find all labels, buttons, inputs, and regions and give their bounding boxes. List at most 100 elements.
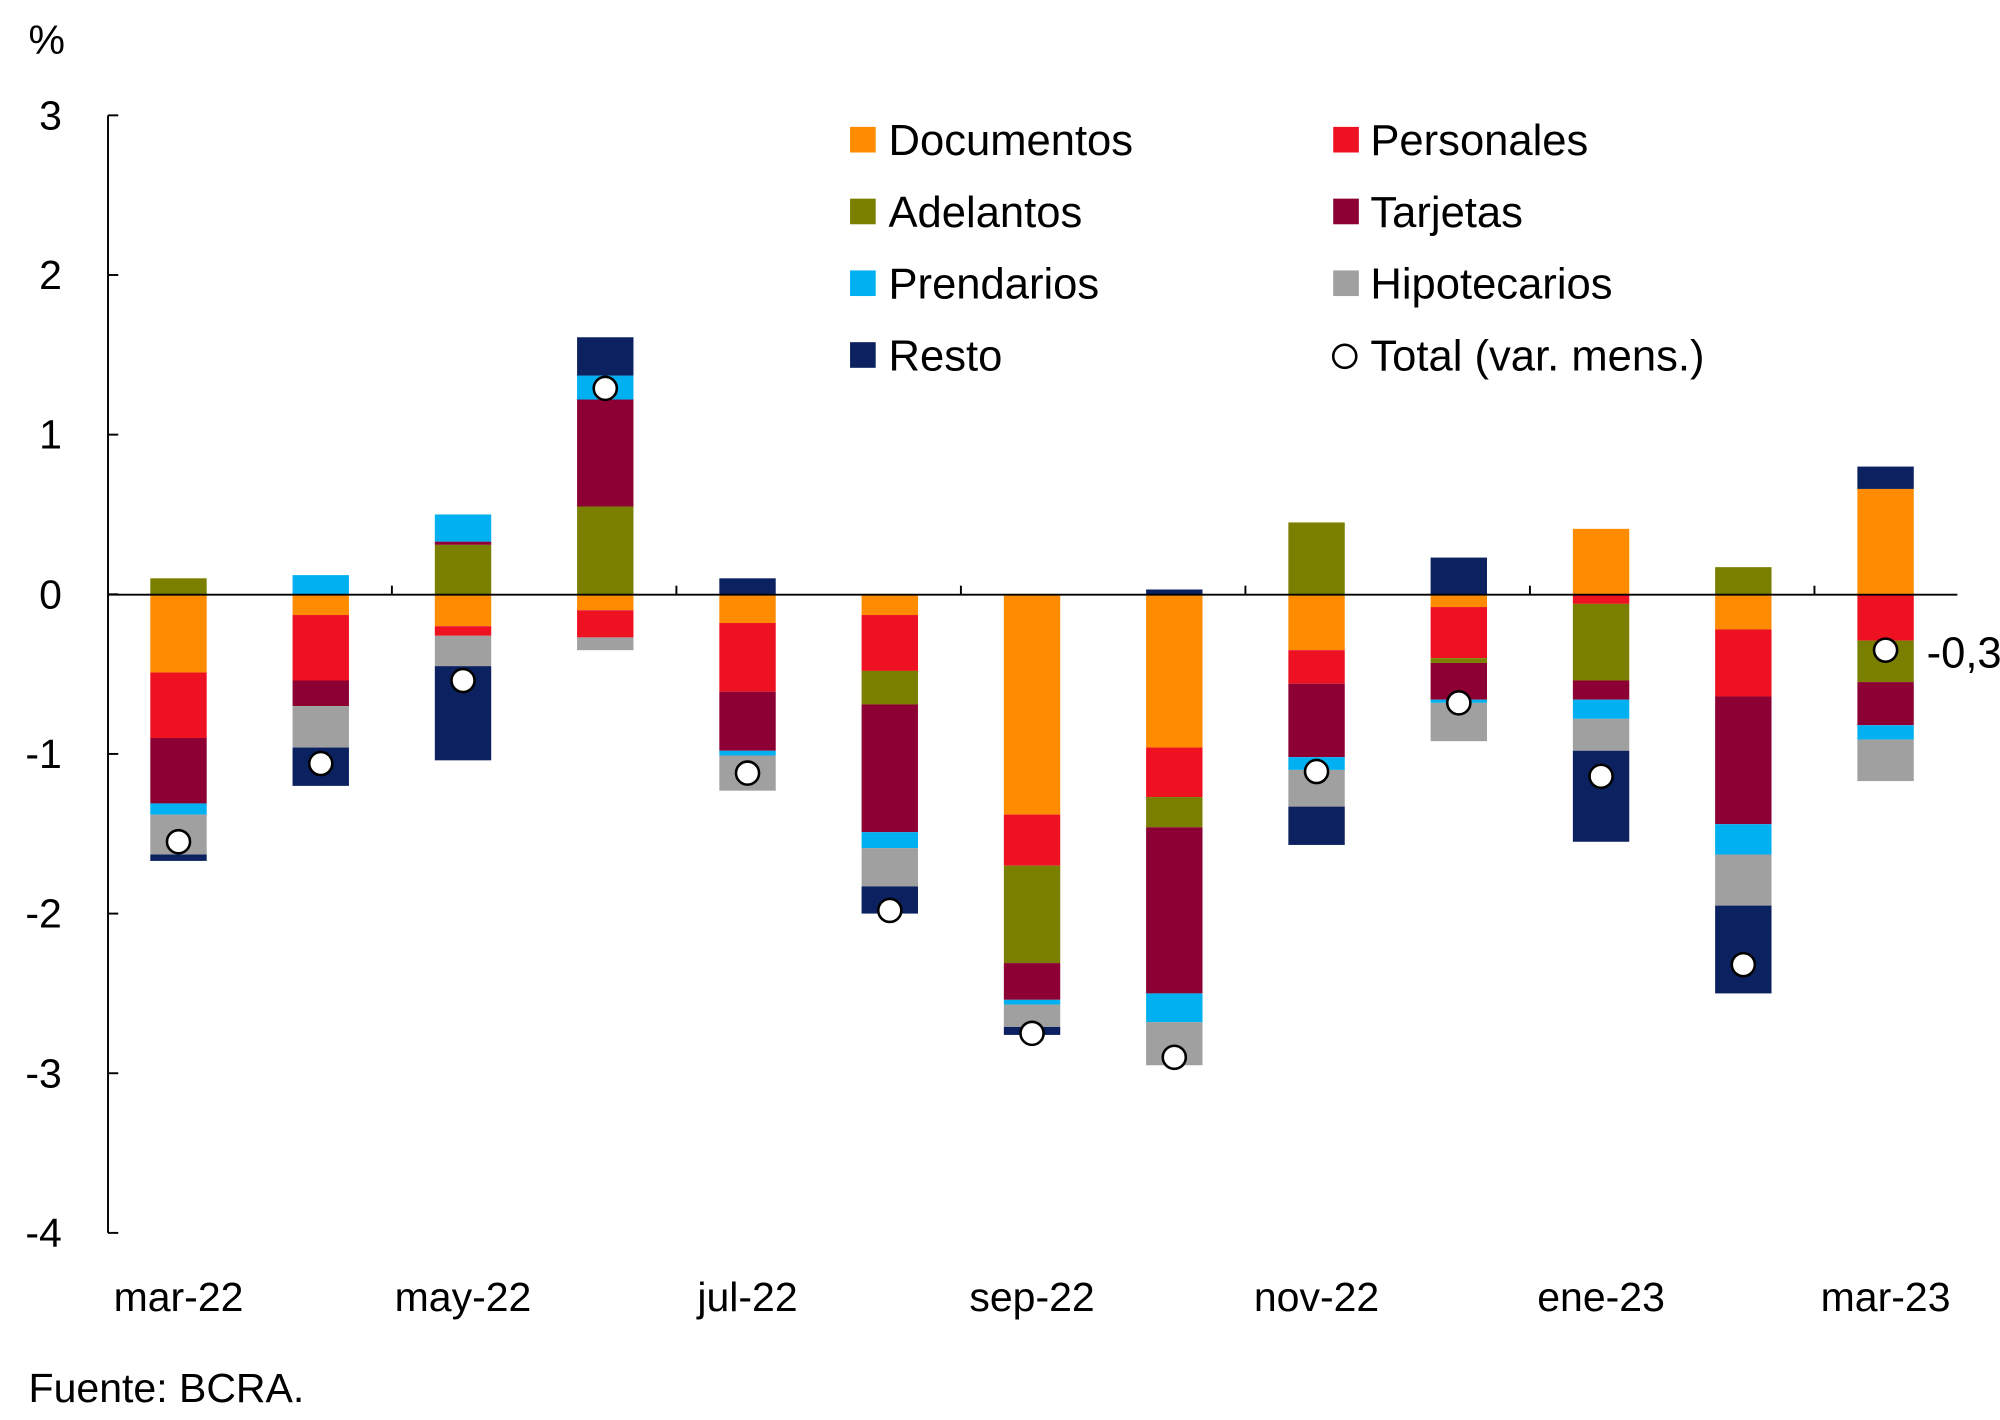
bar-resto-feb-23 [1715,905,1772,994]
legend: Documentos Personales Adelantos Tarjetas… [850,117,1704,380]
bar-adelantos-dic-22 [1430,658,1488,663]
bar-resto-mar-23 [1857,466,1914,489]
bar-hipotecarios-sep-22 [1003,1004,1061,1027]
bar-tarjetas-nov-22 [1288,683,1345,758]
bar-tarjetas-ene-23 [1572,680,1630,700]
bar-resto-jun-22 [577,337,634,376]
total-point-nov-22 [1303,758,1330,785]
x-tick-label: jul-22 [696,1274,797,1320]
bar-hipotecarios-abr-22 [292,706,349,748]
bar-personales-ene-23 [1572,594,1630,604]
bar-personales-nov-22 [1288,650,1345,684]
total-point-dic-22 [1445,690,1472,716]
bar-documentos-mar-22 [150,594,207,673]
bar-prendarios-mar-22 [150,803,207,815]
bar-resto-dic-22 [1430,557,1488,595]
bar-prendarios-ago-22 [861,832,918,849]
bar-personales-jul-22 [719,623,776,692]
bar-documentos-ene-23 [1572,528,1630,595]
bar-documentos-jun-22 [577,594,634,611]
legend-swatch-resto [850,342,876,368]
bar-personales-mar-23 [1857,594,1914,641]
legend-swatch-documentos [850,126,876,153]
total-point-ene-23 [1588,763,1614,790]
bar-adelantos-mar-22 [150,578,207,595]
bar-documentos-ago-22 [861,594,918,616]
bar-prendarios-sep-22 [1003,999,1061,1005]
bar-prendarios-oct-22 [1146,993,1203,1023]
bar-personales-feb-23 [1715,629,1772,697]
x-tick-label: mar-22 [114,1274,244,1320]
legend-swatch-personales [1333,126,1359,153]
total-annotation: -0,3 [1927,630,2000,678]
bar-tarjetas-mar-22 [150,737,207,804]
bar-tarjetas-may-22 [434,541,492,545]
total-point-jul-22 [734,760,761,786]
bar-personales-mar-22 [150,672,207,738]
legend-label-prendarios: Prendarios [889,261,1100,309]
total-point-ago-22 [876,897,903,924]
total-point-feb-23 [1730,951,1757,978]
bar-resto-mar-22 [150,854,207,861]
legend-label-tarjetas: Tarjetas [1370,189,1523,237]
legend-label-documentos: Documentos [889,117,1134,165]
x-tick-label: ene-23 [1537,1274,1665,1320]
bar-hipotecarios-ago-22 [861,848,918,887]
bar-adelantos-oct-22 [1146,797,1203,828]
bar-adelantos-nov-22 [1288,522,1345,595]
bar-prendarios-abr-22 [292,575,349,595]
source-note: Fuente: BCRA. [29,1365,305,1411]
x-tick-label: may-22 [395,1274,532,1320]
y-unit-label: % [29,17,65,63]
bar-adelantos-may-22 [434,544,492,595]
bar-tarjetas-ago-22 [861,704,918,833]
bar-personales-jun-22 [577,610,634,638]
bar-resto-oct-22 [1146,589,1203,595]
legend-swatch-tarjetas [1333,198,1359,225]
total-point-jun-22 [592,375,619,402]
legend-marker-total [1331,343,1358,370]
y-tick-label: -3 [25,1050,61,1096]
bar-documentos-may-22 [434,594,492,627]
bar-documentos-jul-22 [719,594,776,624]
bar-tarjetas-abr-22 [292,680,349,707]
bar-hipotecarios-jun-22 [577,637,634,651]
bar-tarjetas-sep-22 [1003,963,1061,1000]
bar-hipotecarios-may-22 [434,635,492,667]
bar-prendarios-may-22 [434,514,492,542]
bar-documentos-oct-22 [1146,594,1203,748]
y-tick-label: -2 [25,891,61,937]
bar-prendarios-ene-23 [1572,699,1630,719]
bar-personales-oct-22 [1146,747,1203,798]
y-tick-label: 1 [39,412,62,458]
bar-tarjetas-mar-23 [1857,682,1914,726]
bar-prendarios-jul-22 [719,750,776,756]
bar-documentos-mar-23 [1857,488,1914,595]
bar-personales-ago-22 [861,615,918,671]
bar-hipotecarios-feb-23 [1715,854,1772,906]
y-tick-label: 0 [39,571,62,617]
legend-label-resto: Resto [889,332,1003,380]
bar-adelantos-jun-22 [577,506,634,595]
x-tick-label: sep-22 [969,1274,1094,1320]
bar-documentos-feb-23 [1715,594,1772,630]
bar-tarjetas-feb-23 [1715,696,1772,825]
bar-tarjetas-jul-22 [719,691,776,751]
bar-prendarios-mar-23 [1857,725,1914,740]
legend-label-hipotecarios: Hipotecarios [1370,261,1612,309]
bar-hipotecarios-mar-23 [1857,739,1914,782]
y-tick-label: 3 [39,92,62,138]
total-point-mar-22 [165,828,192,855]
total-point-oct-22 [1161,1044,1188,1071]
legend-label-total: Total (var. mens.) [1370,332,1704,380]
y-tick-label: -1 [25,731,61,777]
bar-resto-nov-22 [1288,806,1345,845]
bar-documentos-dic-22 [1430,594,1488,608]
total-point-may-22 [450,667,476,694]
bar-adelantos-ene-23 [1572,603,1630,681]
y-tick-label: -4 [25,1210,61,1256]
total-point-abr-22 [307,750,334,777]
bar-tarjetas-jun-22 [577,399,634,507]
bar-resto-jul-22 [719,578,776,595]
